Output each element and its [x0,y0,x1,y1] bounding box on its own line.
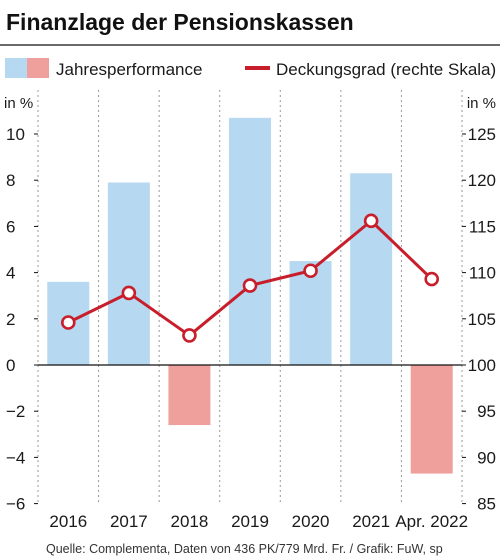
line-point [242,278,258,293]
left-tick-label: −2 [6,402,25,421]
left-tick-label: −4 [6,448,25,467]
x-tick-label: 2020 [292,512,330,531]
right-tick-label: 95 [477,402,496,421]
line-point [363,213,379,229]
line-point [424,271,440,287]
x-axis: 2016 2017 2018 2019 2020 2021 Apr. 2022 [49,512,468,531]
bar [168,365,211,426]
x-tick-label: 2021 [352,512,390,531]
left-tick-label: 0 [6,356,15,375]
right-tick-label: 105 [468,310,496,329]
right-tick-label: 125 [468,125,496,144]
x-tick-label: 2016 [49,512,87,531]
right-tick-label: 85 [477,495,496,514]
left-tick-label: 2 [6,310,15,329]
legend-swatch-positive [5,58,27,78]
right-tick-label: 100 [468,356,496,375]
legend: Jahresperformance Deckungsgrad (rechte S… [5,58,496,79]
left-tick-label: 10 [6,125,25,144]
legend-label-bar: Jahresperformance [56,60,202,79]
line-point [182,328,197,343]
line-series [60,213,440,343]
right-tick-label: 115 [469,217,496,236]
x-tick-label: Apr. 2022 [395,512,468,531]
bar [350,173,393,365]
bar [229,117,271,365]
x-tick-label: 2019 [231,512,269,531]
left-tick-label: −6 [6,495,25,514]
right-tick-label: 90 [477,448,496,467]
left-tick-label: 4 [6,264,15,283]
left-axis: 10 8 6 4 2 0 −2 −4 −6 [6,125,38,514]
right-tick-label: 120 [468,171,496,190]
grid [37,90,463,505]
left-tick-label: 8 [6,171,15,190]
bar-series [47,117,453,474]
right-axis: 125 120 115 110 105 100 95 90 85 [462,125,496,514]
x-tick-label: 2018 [171,512,209,531]
bar [289,261,332,365]
line-point [121,285,137,301]
legend-label-line: Deckungsgrad (rechte Skala) [276,60,496,79]
bar [107,182,150,365]
left-tick-label: 6 [6,217,15,236]
chart-title: Finanzlage der Pensionskassen [6,9,354,35]
source-note: Quelle: Complementa, Daten von 436 PK/77… [46,542,443,556]
bar [410,365,453,474]
line-point [303,263,318,279]
legend-swatch-negative [27,58,49,78]
line-point [60,315,76,330]
right-tick-label: 110 [469,264,496,283]
left-axis-unit: in % [4,95,33,112]
right-axis-unit: in % [467,95,496,112]
x-tick-label: 2017 [110,512,148,531]
